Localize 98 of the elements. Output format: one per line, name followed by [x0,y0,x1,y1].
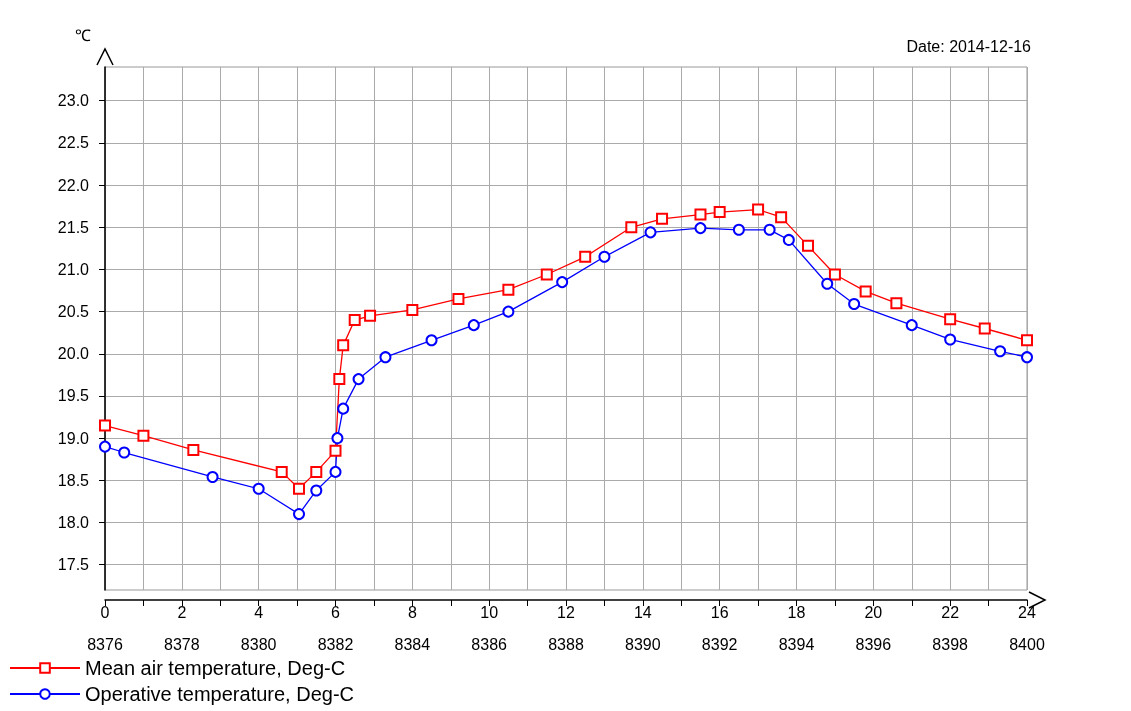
point [348,314,361,327]
point [540,268,553,281]
point [763,223,776,236]
point [821,277,834,290]
point [782,233,795,246]
x-tick-label: 16 [710,603,729,621]
y-tick-label: 22.5 [57,134,90,152]
point [802,239,815,252]
point [978,322,991,335]
x-tick-label: 6 [331,603,341,621]
point [694,208,707,221]
point [452,292,465,305]
y-tick-label: 18.5 [57,471,90,489]
point [694,222,707,235]
x2-tick-label: 8400 [1009,635,1045,653]
point [944,333,957,346]
x2-tick-label: 8396 [855,635,892,653]
y-tick-label: 19.0 [57,429,90,447]
point [333,373,346,386]
x2-tick-label: 8398 [932,635,969,653]
point [99,419,111,432]
point [467,319,480,332]
point [137,429,150,442]
point [890,297,903,310]
point [656,212,669,225]
y-tick-label: 21.0 [57,260,90,278]
x2-tick-label: 8384 [394,635,431,653]
x2-tick-label: 8376 [87,635,123,653]
x2-tick-label: 8394 [778,635,815,653]
x-tick-label: 0 [100,603,110,621]
point [644,226,657,239]
point [828,268,841,281]
point [293,508,305,521]
x-tick-label: 10 [480,603,499,621]
x2-tick-label: 8390 [625,635,661,653]
point [275,465,288,478]
legend-label: Operative temperature, Deg-C [85,683,355,705]
y-tick-label: 21.5 [57,218,90,236]
x-tick-label: 24 [1018,603,1036,621]
point [1021,334,1033,347]
point [329,444,342,457]
point [859,285,872,298]
x2-tick-label: 8386 [471,635,508,653]
x-tick-label: 8 [407,603,417,621]
x-tick-label: 20 [864,603,883,621]
point [379,351,392,364]
y-tick-label: 22.0 [57,176,90,194]
point [944,313,957,326]
y-tick-label: 23.0 [57,92,90,110]
point [337,339,350,352]
x2-tick-label: 8380 [240,635,277,653]
point [406,303,419,316]
point [331,432,344,445]
point [732,223,745,236]
y-axis-title: ℃ [75,26,91,44]
point [425,334,438,347]
point [775,211,788,224]
x2-tick-label: 8382 [317,635,354,653]
point [905,319,918,332]
point [556,276,569,289]
point [329,465,342,478]
point [1021,351,1033,364]
y-tick-label: 17.5 [57,556,90,574]
x-tick-label: 12 [557,603,575,621]
point [579,250,592,263]
point [713,206,726,219]
x-tick-label: 18 [787,603,806,621]
x-tick-label: 4 [254,603,264,621]
point [252,482,265,495]
point [352,373,365,386]
x-tick-label: 22 [941,603,960,621]
point [293,482,305,495]
point [310,465,323,478]
point [502,283,515,296]
y-tick-label: 20.5 [57,303,90,321]
y-tick-label: 18.0 [57,514,90,532]
point [99,440,111,453]
legend-label: Mean air temperature, Deg-C [85,657,346,679]
y-tick-label: 20.0 [57,345,90,363]
text: Date: 2014-12-16 [906,37,1032,55]
point [337,402,350,415]
y-tick-label: 19.5 [57,387,90,405]
point [364,309,377,322]
x2-tick-label: 8392 [701,635,738,653]
point [598,250,611,263]
x2-tick-label: 8388 [548,635,584,653]
point [118,446,131,459]
x-tick-label: 2 [177,603,187,621]
point [206,470,219,483]
x2-tick-label: 8378 [164,635,200,653]
point [310,484,323,497]
point [187,443,200,456]
point [994,345,1007,358]
point [752,203,765,216]
point [625,221,638,234]
point [848,298,861,311]
point [502,305,515,318]
x-tick-label: 14 [633,603,652,621]
